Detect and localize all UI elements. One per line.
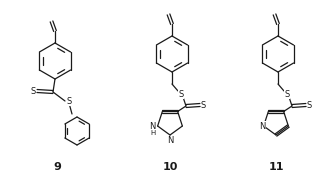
Text: N: N	[149, 122, 156, 130]
Text: H: H	[151, 130, 156, 136]
Text: N: N	[167, 136, 173, 145]
Text: S: S	[31, 86, 36, 96]
Text: 10: 10	[162, 162, 178, 172]
Text: S: S	[307, 100, 312, 110]
Text: S: S	[178, 90, 183, 98]
Text: 11: 11	[268, 162, 284, 172]
Text: S: S	[284, 90, 290, 98]
Text: S: S	[66, 96, 71, 105]
Text: S: S	[201, 100, 206, 110]
Text: N: N	[259, 122, 266, 130]
Text: 9: 9	[53, 162, 61, 172]
